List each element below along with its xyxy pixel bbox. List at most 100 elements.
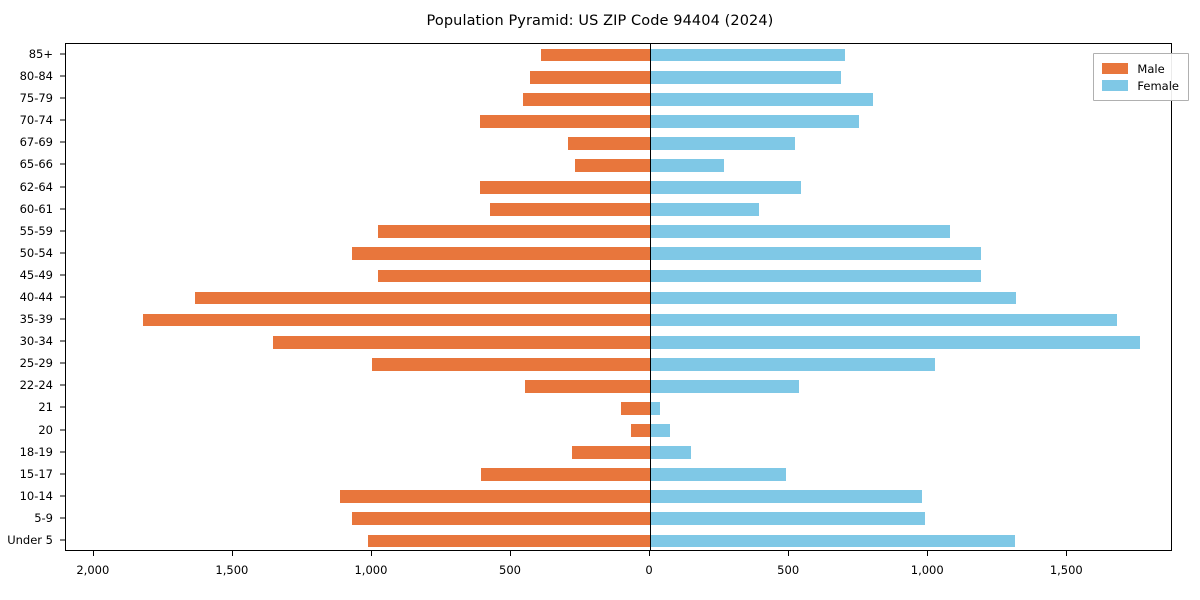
y-tick-mark — [60, 451, 65, 453]
bar-row — [66, 468, 1171, 482]
bar-row — [66, 402, 1171, 415]
bar-male — [529, 70, 651, 84]
y-tick-mark — [60, 208, 65, 210]
y-tick-label-35-39: 35-39 — [19, 312, 53, 327]
y-tick-label-25-29: 25-29 — [19, 356, 53, 371]
bar-female — [650, 70, 842, 84]
y-tick-mark — [60, 230, 65, 232]
x-tick-mark — [1066, 551, 1068, 556]
bar-female — [650, 92, 873, 106]
bar-row — [66, 534, 1171, 548]
y-tick-label-under-5: Under 5 — [7, 532, 53, 547]
y-tick-mark — [60, 384, 65, 386]
y-tick-label-21: 21 — [38, 400, 53, 415]
bar-male — [567, 136, 651, 150]
y-tick-label-15-17: 15-17 — [19, 466, 53, 481]
bar-female — [650, 357, 935, 371]
y-tick-mark — [60, 362, 65, 364]
x-tick-label: 1,000 — [910, 563, 944, 577]
y-tick-label-80-84: 80-84 — [19, 69, 53, 84]
bar-row — [66, 512, 1171, 526]
bar-female — [650, 512, 926, 526]
y-tick-label-60-61: 60-61 — [19, 201, 53, 216]
bar-female — [650, 269, 982, 283]
bar-male — [194, 291, 651, 305]
y-tick-mark — [60, 97, 65, 99]
y-tick-label-45-49: 45-49 — [19, 267, 53, 282]
bar-male — [490, 203, 651, 217]
y-tick-label-40-44: 40-44 — [19, 290, 53, 304]
y-tick-label-30-34: 30-34 — [19, 334, 53, 349]
y-tick-label-20: 20 — [38, 422, 53, 437]
legend-item-male[interactable]: Male — [1102, 60, 1179, 77]
bar-row — [66, 70, 1171, 84]
bar-row — [66, 291, 1171, 305]
bar-row — [66, 335, 1171, 349]
y-tick-mark — [60, 186, 65, 188]
legend-swatch-female — [1102, 80, 1129, 91]
bar-female — [650, 159, 724, 172]
bar-row — [66, 247, 1171, 261]
bar-row — [66, 136, 1171, 150]
bar-female — [650, 225, 950, 239]
y-tick-label-10-14: 10-14 — [19, 488, 53, 503]
y-tick-mark — [60, 119, 65, 121]
bar-female — [650, 136, 795, 150]
y-tick-label-55-59: 55-59 — [19, 223, 53, 238]
bar-row — [66, 313, 1171, 327]
bar-female — [650, 114, 859, 128]
bar-row — [66, 424, 1171, 437]
bar-male — [479, 114, 651, 128]
y-tick-mark — [60, 539, 65, 541]
bar-female — [650, 335, 1140, 349]
y-tick-mark — [60, 318, 65, 320]
bar-female — [650, 379, 799, 393]
x-tick-mark — [92, 551, 94, 556]
y-tick-label-50-54: 50-54 — [19, 245, 53, 260]
y-tick-mark — [60, 429, 65, 431]
y-tick-mark — [60, 141, 65, 143]
bar-male — [522, 92, 651, 106]
bar-male — [272, 335, 651, 349]
y-tick-mark — [60, 495, 65, 497]
x-tick-mark — [510, 551, 512, 556]
legend-label: Female — [1137, 78, 1179, 93]
bar-female — [650, 247, 982, 261]
bar-female — [650, 48, 846, 62]
bar-row — [66, 48, 1171, 62]
y-tick-label-65-66: 65-66 — [19, 157, 53, 172]
x-axis: 2,000 1,500 1,000 500 0 500 1,000 1,500 — [0, 551, 1200, 600]
bar-male — [352, 247, 651, 261]
bar-male — [339, 490, 651, 504]
bars-layer — [66, 44, 1171, 550]
bar-female — [650, 203, 759, 217]
bar-male — [620, 402, 651, 415]
bar-male — [352, 512, 651, 526]
x-tick-label: 2,000 — [76, 563, 110, 577]
x-tick-label: 500 — [499, 563, 521, 577]
bar-row — [66, 181, 1171, 194]
bar-row — [66, 159, 1171, 172]
bar-female — [650, 468, 787, 482]
bar-female — [650, 291, 1017, 305]
legend-item-female[interactable]: Female — [1102, 77, 1179, 94]
bar-female — [650, 181, 801, 194]
y-tick-mark — [60, 274, 65, 276]
bar-male — [630, 424, 651, 437]
y-tick-label-67-69: 67-69 — [19, 135, 53, 150]
y-tick-mark — [60, 53, 65, 55]
bar-male — [480, 468, 651, 482]
bar-row — [66, 357, 1171, 371]
bar-row — [66, 92, 1171, 106]
x-tick-mark — [370, 551, 372, 556]
bar-male — [368, 534, 651, 548]
y-axis: 85+ 80-84 75-79 70-74 67-69 65-66 62-64 60-61 55… — [0, 43, 65, 551]
legend: Male Female — [1093, 53, 1189, 101]
x-tick-mark — [231, 551, 233, 556]
bar-row — [66, 114, 1171, 128]
x-tick-mark — [788, 551, 790, 556]
bar-female — [650, 534, 1016, 548]
bar-male — [524, 379, 651, 393]
bar-row — [66, 379, 1171, 393]
